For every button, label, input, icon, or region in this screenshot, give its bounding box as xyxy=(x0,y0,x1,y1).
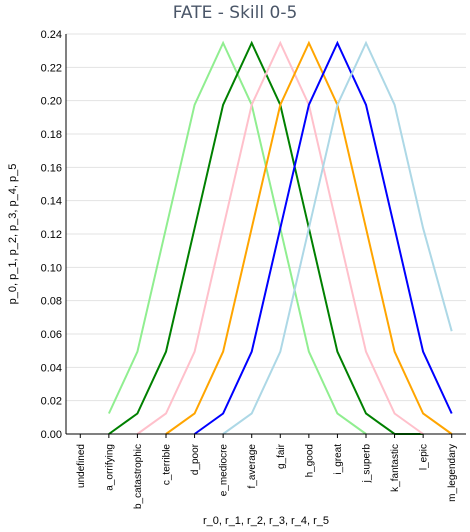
x-tick-labels: undefined a_orrifying b_catastrophic c_terr… xyxy=(76,434,458,509)
y-tick-label: 0.20 xyxy=(41,96,62,108)
y-tick-label: 0.04 xyxy=(41,362,62,374)
y-tick-label: 0.12 xyxy=(41,229,62,241)
x-tick-label: k_fantastic xyxy=(390,444,401,492)
x-tick-label: b_catastrophic xyxy=(133,444,144,509)
x-tick-label: l_epic xyxy=(419,444,430,470)
x-tick-label: a_orrifying xyxy=(104,444,115,491)
y-tick-label: 0.18 xyxy=(41,129,62,141)
series-line-5 xyxy=(222,40,453,435)
series-line-3 xyxy=(165,40,453,435)
series-line-4 xyxy=(194,40,453,435)
x-tick-label: undefined xyxy=(76,444,87,488)
y-tick-label: 0.16 xyxy=(41,162,62,174)
grid xyxy=(66,33,466,402)
x-tick-label: h_good xyxy=(304,444,315,477)
chart-title: FATE - Skill 0-5 xyxy=(173,3,298,23)
x-axis-label: r_0, r_1, r_2, r_3, r_4, r_5 xyxy=(203,515,329,527)
x-tick-label: c_terrible xyxy=(162,444,173,486)
series-line-2 xyxy=(136,40,424,435)
y-tick-label: 0.00 xyxy=(41,429,62,441)
x-tick-label: m_legendary xyxy=(447,444,458,502)
x-tick-label: g_fair xyxy=(276,443,287,469)
series-line-0 xyxy=(107,40,367,435)
y-tick-label: 0.24 xyxy=(41,29,62,41)
y-axis-label: p_0, p_1, p_2, p_3, p_4, p_5 xyxy=(7,164,19,305)
y-tick-label: 0.10 xyxy=(41,262,62,274)
x-tick-label: e_mediocre xyxy=(219,444,230,497)
series-lines xyxy=(107,40,453,435)
x-tick-label: j_superb xyxy=(362,444,373,484)
y-tick-label: 0.08 xyxy=(41,296,62,308)
y-tick-label: 0.14 xyxy=(41,196,62,208)
y-tick-label: 0.22 xyxy=(41,62,62,74)
y-tick-label: 0.02 xyxy=(41,396,62,408)
axes xyxy=(65,34,466,435)
y-tick-label: 0.06 xyxy=(41,329,62,341)
x-tick-label: i_great xyxy=(333,444,344,475)
x-tick-label: f_average xyxy=(247,444,258,489)
y-tick-labels: 0.00 0.02 0.04 0.06 0.08 0.10 0.12 0.14 0.16 0.18… xyxy=(41,29,62,441)
x-tick-label: d_poor xyxy=(190,443,201,475)
